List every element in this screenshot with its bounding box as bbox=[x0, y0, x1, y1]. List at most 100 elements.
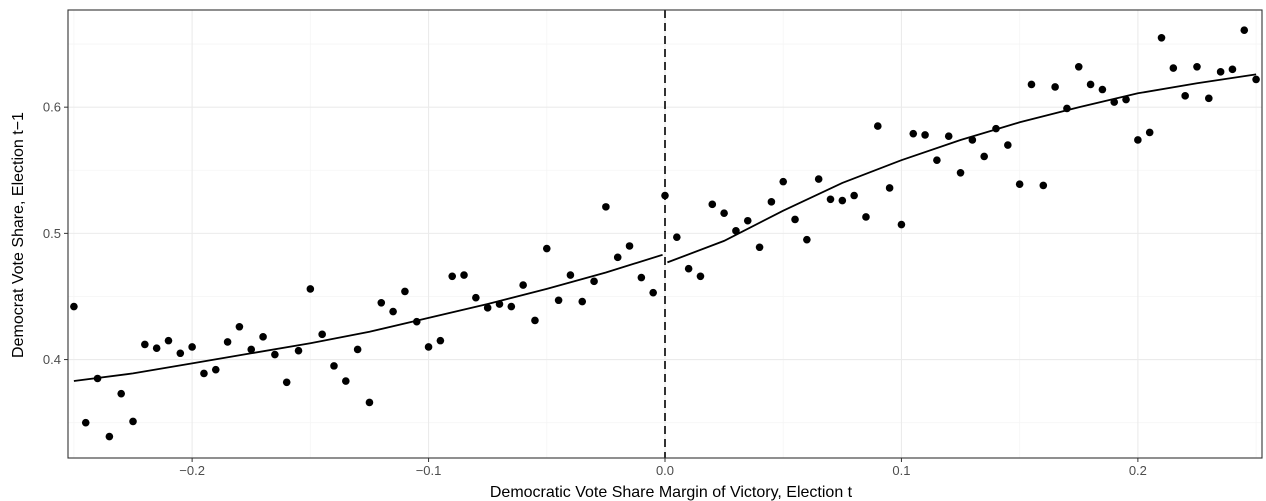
y-tick-label: 0.5 bbox=[43, 226, 61, 241]
data-point bbox=[223, 338, 232, 346]
data-point bbox=[803, 235, 811, 244]
data-point bbox=[211, 365, 220, 374]
data-point bbox=[1039, 181, 1048, 190]
data-point bbox=[259, 333, 267, 341]
data-point bbox=[141, 340, 149, 349]
x-tick-label: −0.2 bbox=[179, 463, 205, 478]
data-point bbox=[1015, 180, 1024, 188]
data-point bbox=[743, 216, 752, 225]
data-point bbox=[152, 344, 161, 353]
data-point bbox=[956, 168, 965, 177]
data-point bbox=[767, 198, 776, 206]
data-point bbox=[1145, 128, 1154, 137]
data-point bbox=[637, 273, 646, 282]
data-point bbox=[944, 132, 953, 140]
y-tick-label: 0.4 bbox=[43, 352, 61, 367]
data-point bbox=[200, 369, 208, 378]
data-point bbox=[389, 307, 397, 316]
data-point bbox=[412, 317, 421, 326]
data-point bbox=[1252, 75, 1260, 84]
data-point bbox=[1110, 98, 1119, 106]
data-point bbox=[1228, 65, 1237, 74]
data-point bbox=[933, 156, 941, 164]
data-point bbox=[684, 264, 693, 273]
data-point bbox=[105, 432, 114, 441]
data-point bbox=[1216, 68, 1225, 76]
data-point bbox=[862, 213, 870, 221]
data-point bbox=[590, 277, 598, 286]
data-point bbox=[1074, 62, 1083, 71]
data-point bbox=[649, 288, 657, 297]
data-point bbox=[318, 330, 326, 339]
data-point bbox=[1240, 26, 1249, 34]
data-point bbox=[365, 398, 374, 407]
data-point bbox=[483, 304, 492, 312]
data-point bbox=[306, 285, 315, 293]
data-point bbox=[779, 177, 788, 186]
y-tick-label: 0.6 bbox=[43, 100, 61, 115]
data-point bbox=[401, 287, 409, 296]
data-point bbox=[129, 417, 137, 426]
data-point bbox=[554, 296, 563, 305]
data-point bbox=[1181, 92, 1189, 100]
data-point bbox=[247, 345, 256, 354]
data-point bbox=[708, 200, 717, 209]
data-point bbox=[542, 244, 551, 253]
y-axis-title: Democrat Vote Share, Election t−1 bbox=[10, 112, 27, 358]
data-point bbox=[814, 175, 823, 183]
data-point bbox=[791, 215, 799, 224]
data-point bbox=[164, 336, 173, 345]
data-point bbox=[294, 346, 303, 355]
data-point bbox=[495, 300, 504, 308]
data-point bbox=[1004, 141, 1012, 149]
data-point bbox=[578, 297, 587, 306]
data-point bbox=[838, 196, 847, 205]
data-point bbox=[1051, 83, 1059, 91]
data-point bbox=[507, 302, 516, 311]
data-point bbox=[93, 374, 102, 383]
data-point bbox=[1134, 136, 1142, 144]
data-point bbox=[755, 243, 764, 252]
x-axis: −0.2 −0.1 0.0 0.1 0.2 bbox=[179, 458, 1147, 478]
data-point bbox=[1027, 80, 1036, 89]
data-point bbox=[992, 124, 1000, 133]
data-point bbox=[271, 350, 279, 359]
data-point bbox=[117, 389, 125, 398]
plot-panel bbox=[67, 9, 1263, 459]
data-point bbox=[353, 345, 362, 354]
data-point bbox=[980, 152, 988, 161]
data-point bbox=[566, 271, 575, 279]
x-tick-label: 0.1 bbox=[892, 463, 910, 478]
data-point bbox=[436, 336, 445, 345]
data-point bbox=[968, 136, 977, 144]
data-point bbox=[885, 184, 894, 192]
x-tick-label: −0.1 bbox=[416, 463, 442, 478]
data-point bbox=[188, 343, 196, 351]
data-point bbox=[613, 253, 622, 262]
y-axis: 0.4 0.5 0.6 bbox=[43, 100, 68, 367]
fit-line-right bbox=[667, 73, 1257, 264]
data-point bbox=[342, 377, 350, 385]
data-point bbox=[873, 122, 882, 130]
data-point bbox=[460, 271, 468, 279]
data-point bbox=[696, 272, 705, 281]
data-point bbox=[70, 302, 78, 311]
data-point bbox=[1098, 85, 1107, 94]
data-point bbox=[330, 362, 338, 370]
data-point bbox=[81, 418, 90, 427]
data-point bbox=[176, 349, 185, 358]
data-point bbox=[1086, 80, 1095, 89]
x-tick-label: 0.2 bbox=[1129, 463, 1147, 478]
data-point bbox=[921, 131, 929, 139]
data-point bbox=[282, 378, 291, 387]
fit-line-left bbox=[73, 253, 663, 382]
data-point bbox=[673, 233, 681, 241]
data-point bbox=[531, 316, 539, 325]
data-point bbox=[424, 343, 433, 351]
data-point bbox=[1205, 94, 1213, 103]
data-point bbox=[377, 298, 386, 307]
data-point bbox=[720, 209, 728, 217]
x-tick-label: 0.0 bbox=[656, 463, 674, 478]
data-point bbox=[1063, 104, 1071, 113]
